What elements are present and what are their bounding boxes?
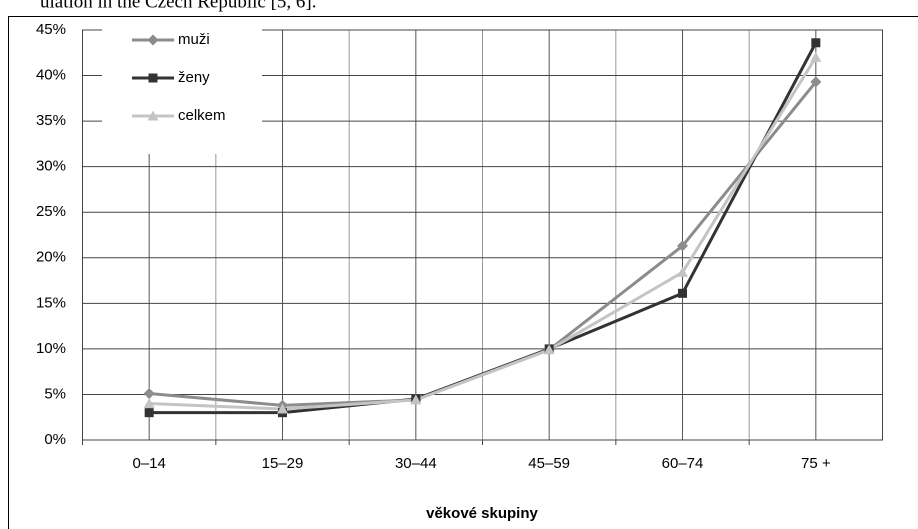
marker (147, 110, 159, 121)
y-tick-label: 15% (36, 294, 66, 311)
caption: ulation in the Czech Republic [5, 6]. (40, 0, 316, 12)
y-tick-label: 10% (36, 340, 66, 357)
y-tick-label: 40% (36, 67, 66, 84)
marker (677, 266, 688, 277)
marker (277, 403, 288, 414)
marker (543, 344, 555, 355)
x-tick-label: 60–74 (662, 455, 704, 472)
legend-box (102, 22, 262, 154)
marker (143, 388, 155, 400)
marker (143, 398, 155, 409)
y-tick-label: 25% (36, 203, 66, 220)
marker (811, 38, 821, 48)
x-axis-label: věkové skupiny (426, 505, 538, 522)
marker (410, 394, 422, 405)
legend-label: ženy (178, 69, 210, 86)
y-tick-label: 5% (44, 385, 66, 402)
legend-label: celkem (178, 107, 226, 124)
marker (678, 288, 687, 298)
x-tick-label: 0–14 (132, 455, 165, 472)
x-tick-label: 30–44 (395, 455, 437, 472)
x-tick-label: 45–59 (528, 455, 570, 472)
y-tick-label: 35% (36, 112, 66, 129)
marker (147, 34, 159, 46)
x-tick-label: 75 + (801, 455, 831, 472)
y-tick-label: 0% (44, 431, 66, 448)
y-tick-label: 45% (36, 21, 66, 38)
y-tick-label: 20% (36, 249, 66, 266)
marker (810, 76, 822, 88)
marker (677, 240, 688, 252)
marker (148, 73, 158, 83)
line (149, 56, 818, 411)
legend-label: muži (178, 31, 210, 48)
marker (810, 51, 822, 62)
x-tick-label: 15–29 (262, 455, 304, 472)
marker (144, 408, 154, 418)
y-tick-label: 30% (36, 158, 66, 175)
